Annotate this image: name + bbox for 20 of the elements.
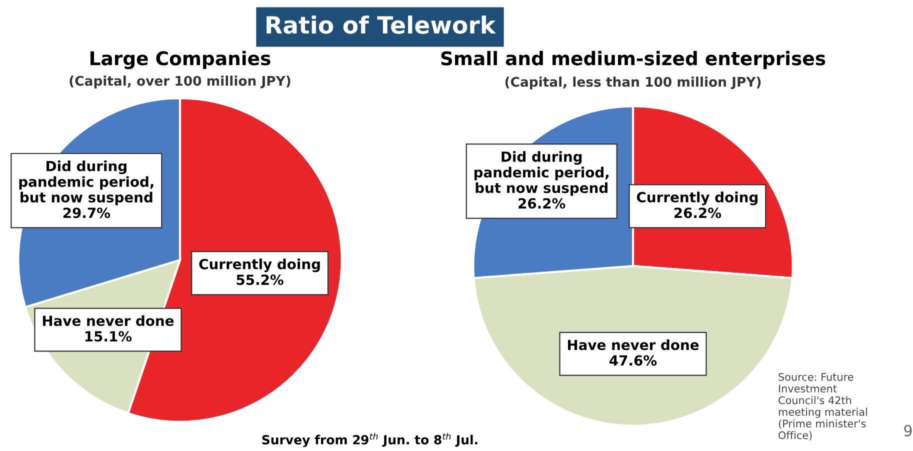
chart-subtitle: (Capital, less than 100 million JPY)	[505, 76, 761, 90]
chart-subtitle: (Capital, over 100 million JPY)	[70, 76, 290, 88]
slice-label: Did during pandemic period, but now suspend	[474, 151, 608, 196]
text: Ratio of Telework	[266, 16, 496, 34]
slice-label: Have never done	[42, 315, 174, 326]
data-label: 29.7%	[63, 208, 110, 218]
slice-label: Have never done	[568, 339, 699, 350]
slice-label: Currently doing	[199, 258, 320, 272]
data-label: 26.2%	[518, 198, 566, 209]
source-note: Source: Future Investment Council's 42th meeting material (Prime minister's Office)	[778, 372, 867, 440]
data-label: 47.6%	[610, 355, 657, 366]
data-label: 26.2%	[674, 208, 722, 218]
slice-label: Currently doing	[636, 192, 758, 206]
data-label: 15.1%	[85, 331, 132, 342]
chart-title: Large Companies	[90, 50, 270, 70]
data-label: 55.2%	[236, 274, 284, 286]
text: Survey from 29$^{th}$ Jun. to 8$^{th}$ Jul.	[262, 432, 478, 448]
chart-title: Small and medium-sized enterprises	[441, 50, 826, 70]
slice-label: Did during pandemic period, but now suspend	[19, 160, 154, 206]
text: 9	[904, 424, 912, 436]
